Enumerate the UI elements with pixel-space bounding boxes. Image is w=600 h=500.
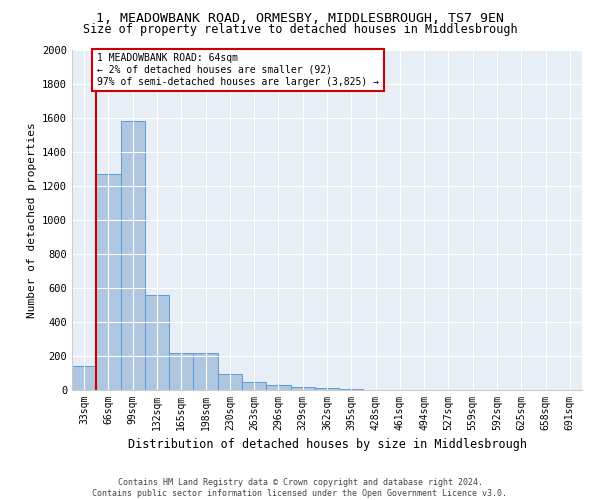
Text: 1, MEADOWBANK ROAD, ORMESBY, MIDDLESBROUGH, TS7 9EN: 1, MEADOWBANK ROAD, ORMESBY, MIDDLESBROU…: [96, 12, 504, 26]
Bar: [145, 295, 169, 390]
Bar: [242, 382, 266, 390]
Bar: [96, 174, 121, 390]
Y-axis label: Number of detached properties: Number of detached properties: [26, 122, 37, 318]
Bar: [266, 385, 290, 390]
Bar: [315, 388, 339, 390]
Bar: [339, 388, 364, 390]
Text: Contains HM Land Registry data © Crown copyright and database right 2024.
Contai: Contains HM Land Registry data © Crown c…: [92, 478, 508, 498]
X-axis label: Distribution of detached houses by size in Middlesbrough: Distribution of detached houses by size …: [128, 438, 527, 452]
Bar: [218, 374, 242, 390]
Bar: [290, 388, 315, 390]
Bar: [169, 352, 193, 390]
Text: 1 MEADOWBANK ROAD: 64sqm
← 2% of detached houses are smaller (92)
97% of semi-de: 1 MEADOWBANK ROAD: 64sqm ← 2% of detache…: [97, 54, 379, 86]
Bar: [193, 352, 218, 390]
Text: Size of property relative to detached houses in Middlesbrough: Size of property relative to detached ho…: [83, 22, 517, 36]
Bar: [72, 366, 96, 390]
Bar: [121, 122, 145, 390]
